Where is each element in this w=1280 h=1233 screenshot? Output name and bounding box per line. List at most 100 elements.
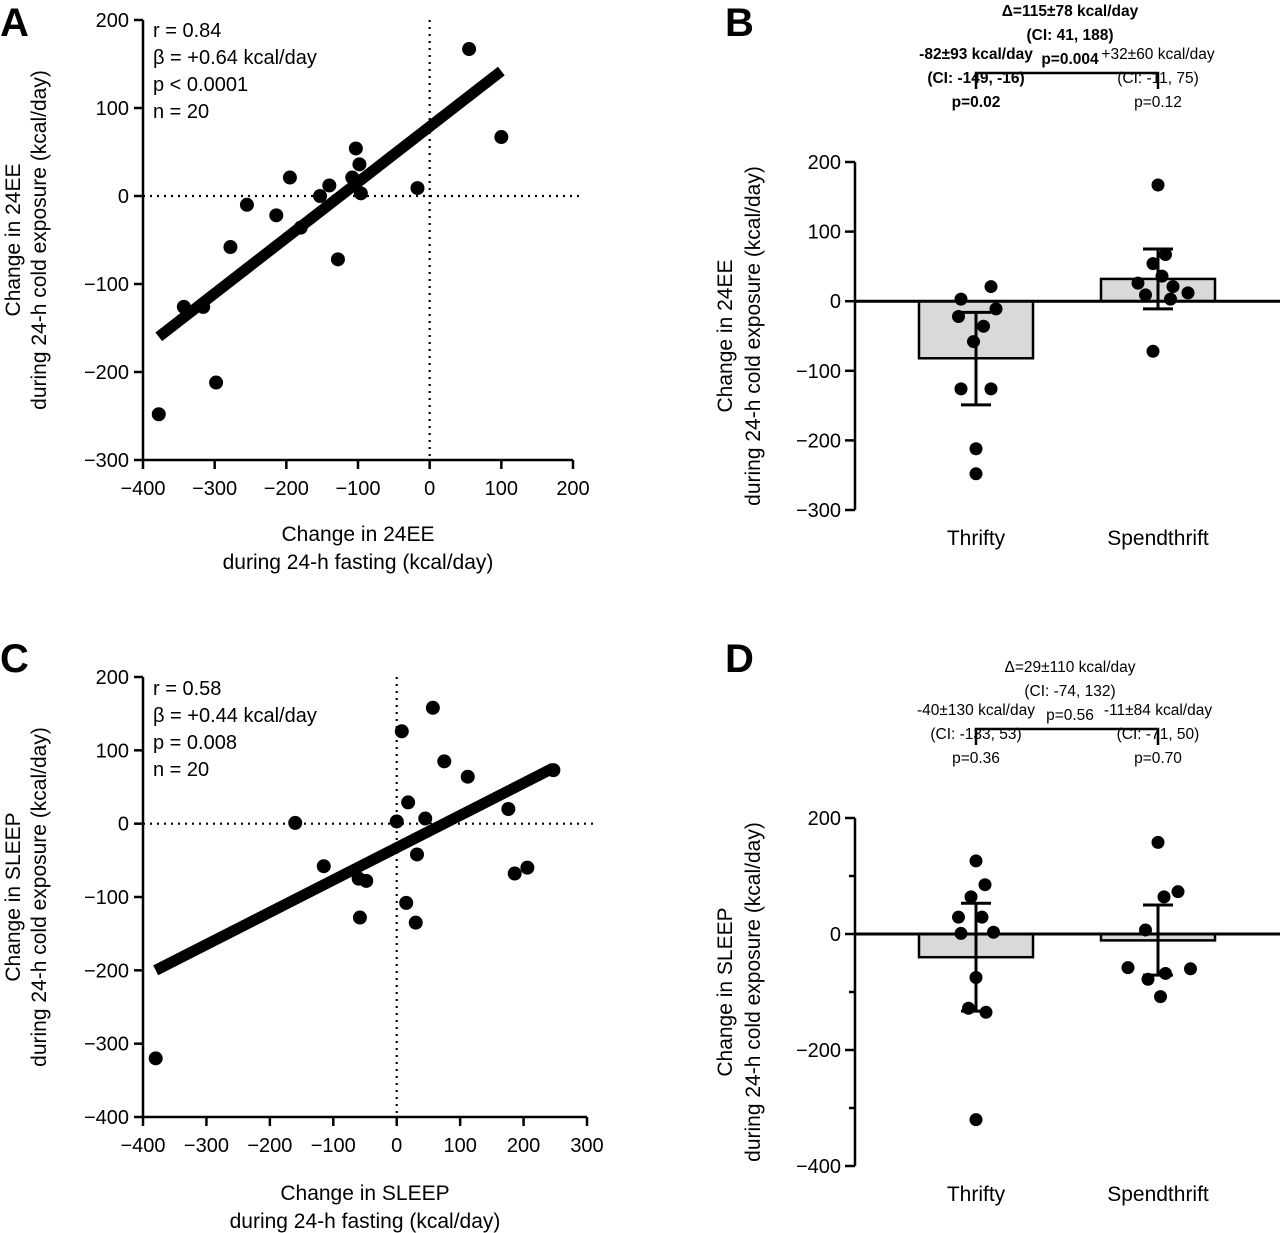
data-point <box>353 186 368 201</box>
data-point <box>952 310 965 324</box>
data-point <box>979 1005 993 1019</box>
data-point <box>389 814 404 829</box>
comparison-annotation-line: (CI: -74, 132) <box>1024 683 1115 700</box>
x-axis-title: Change in SLEEP <box>280 1182 449 1205</box>
data-point <box>969 467 983 481</box>
data-point <box>1146 344 1160 358</box>
category-label-thrifty: Thrifty <box>947 1183 1006 1206</box>
comparison-annotation-line: (CI: 41, 188) <box>1026 27 1113 44</box>
y-tick-label: −100 <box>796 361 841 383</box>
stats-line: β = +0.44 kcal/day <box>153 705 317 727</box>
x-tick-label: −200 <box>247 1135 292 1157</box>
panel-letter-b: B <box>725 1 754 45</box>
panel-letter-a: A <box>0 1 29 45</box>
x-tick-label: 200 <box>507 1135 540 1157</box>
y-axis-title: Change in 24EE <box>2 164 25 317</box>
regression-line <box>155 66 505 342</box>
data-point <box>349 174 364 189</box>
stats-line: r = 0.58 <box>153 678 221 700</box>
data-point <box>494 130 509 145</box>
data-point <box>401 795 416 810</box>
data-point <box>410 181 425 196</box>
comparison-annotation-line: p=0.004 <box>1041 51 1099 68</box>
category-label-spendthrift: Spendthrift <box>1107 1183 1209 1206</box>
data-point <box>269 208 284 223</box>
bar-chart-b: −300 −200 −100 0 100 200 Thrifty -82±93 kcal/da… <box>714 3 1280 550</box>
data-point <box>316 859 331 874</box>
data-point <box>348 141 363 156</box>
stats-line: r = 0.84 <box>153 20 221 42</box>
stats-line: p = 0.008 <box>153 732 237 754</box>
comparison-bracket <box>974 71 1160 89</box>
stats-line: p < 0.0001 <box>153 74 248 96</box>
y-tick-label: −100 <box>84 274 129 296</box>
data-point <box>954 382 968 396</box>
data-point <box>1166 280 1180 294</box>
y-tick-label: 200 <box>808 808 841 830</box>
data-point <box>1151 178 1165 192</box>
y-tick-label: −200 <box>84 960 129 982</box>
data-point <box>209 375 224 390</box>
data-point <box>462 42 477 57</box>
data-point <box>952 910 965 924</box>
x-tick-label: 200 <box>556 478 589 500</box>
data-point <box>352 157 367 172</box>
data-point <box>359 873 374 888</box>
data-point <box>969 854 983 868</box>
stats-line: n = 20 <box>153 759 209 781</box>
group-annotation-line: p=0.12 <box>1134 94 1182 111</box>
comparison-bracket <box>974 727 1160 745</box>
y-tick-label: −200 <box>84 362 129 384</box>
y-axis-title: Change in 24EE <box>714 260 737 413</box>
data-point <box>1184 962 1197 976</box>
comparison-annotation-line: Δ=115±78 kcal/day <box>1002 3 1139 20</box>
comparison-annotation-line: p=0.56 <box>1046 707 1094 724</box>
data-point <box>1141 972 1155 986</box>
x-tick-label: −300 <box>184 1135 229 1157</box>
data-point <box>1139 288 1152 302</box>
group-annotation-line: p=0.36 <box>952 750 1000 767</box>
y-axis-subtitle: during 24-h cold exposure (kcal/day) <box>28 70 51 410</box>
y-tick-label: 0 <box>118 814 129 836</box>
y-tick-label: −400 <box>84 1107 129 1129</box>
data-point <box>239 197 254 212</box>
panel-letter-d: D <box>725 637 754 681</box>
data-point <box>418 811 433 826</box>
y-tick-label: −400 <box>796 1156 841 1178</box>
data-point <box>394 724 409 739</box>
data-point <box>282 170 297 185</box>
y-tick-label: −200 <box>796 430 841 452</box>
group-annotation-line: p=0.70 <box>1134 750 1182 767</box>
panel-letter-c: C <box>0 637 29 681</box>
data-point <box>962 1001 975 1015</box>
data-point <box>1171 885 1185 899</box>
stats-line: n = 20 <box>153 101 209 123</box>
data-point <box>322 178 337 193</box>
data-point <box>501 802 516 816</box>
data-point <box>410 847 425 862</box>
data-point <box>223 240 238 255</box>
y-tick-label: 200 <box>96 667 129 689</box>
scatter-chart-a: −300 −200 −100 0 100 200 −400 −300 −200 −100 0 100 2… <box>2 10 590 574</box>
y-tick-label: 100 <box>96 740 129 762</box>
data-point <box>984 382 998 396</box>
y-tick-label: −300 <box>84 450 129 472</box>
x-tick-label: 100 <box>485 478 518 500</box>
data-point <box>196 299 211 314</box>
data-point <box>975 910 989 924</box>
stats-line: β = +0.64 kcal/day <box>153 47 317 69</box>
x-axis-title: Change in 24EE <box>282 523 435 546</box>
data-point <box>313 189 328 203</box>
data-point <box>1154 990 1167 1004</box>
data-point <box>1131 276 1145 290</box>
category-label-spendthrift: Spendthrift <box>1107 527 1209 550</box>
data-point <box>969 1113 983 1127</box>
data-point <box>460 769 475 784</box>
y-tick-label: −100 <box>84 887 129 909</box>
data-point <box>148 1051 163 1066</box>
category-label-thrifty: Thrifty <box>947 527 1006 550</box>
data-point <box>176 299 191 314</box>
data-point <box>1164 292 1177 306</box>
data-point <box>151 407 166 422</box>
x-tick-label: −400 <box>120 478 165 500</box>
